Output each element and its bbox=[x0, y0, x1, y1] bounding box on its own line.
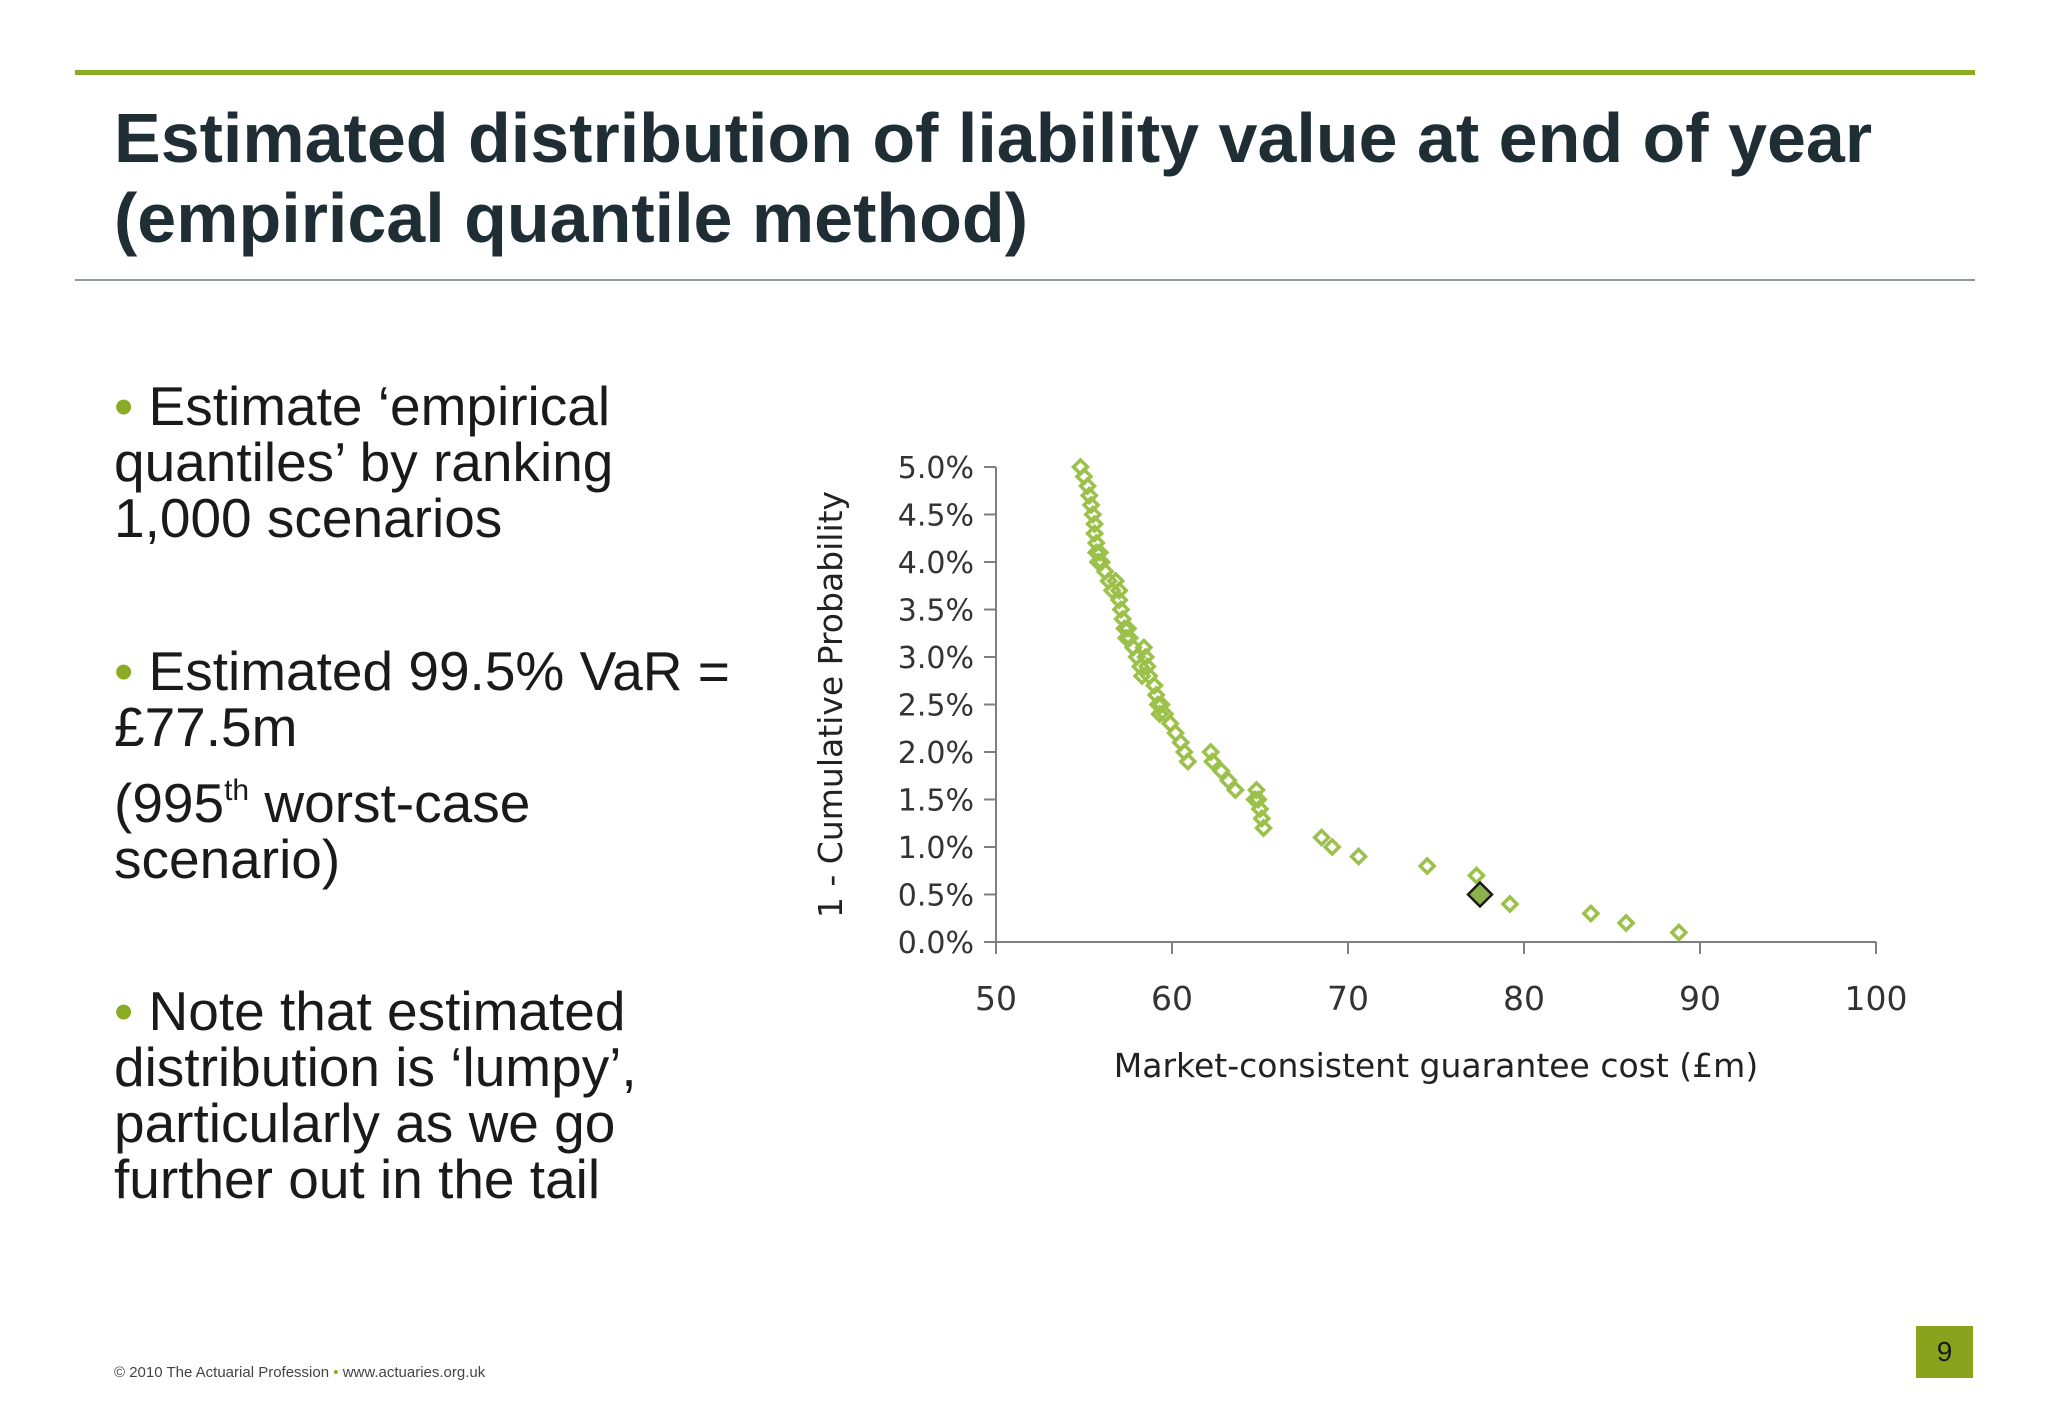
data-point bbox=[1144, 676, 1164, 695]
data-points bbox=[1071, 457, 1689, 942]
data-point bbox=[1669, 923, 1689, 942]
bullet-text: Estimate ‘empirical bbox=[148, 375, 611, 437]
page-number-badge: 9 bbox=[1916, 1326, 1973, 1378]
bullet-text: quantiles’ by ranking bbox=[114, 431, 614, 493]
bullet-text: particularly as we go bbox=[114, 1092, 616, 1154]
note-text: (995 bbox=[114, 772, 225, 834]
slide-title: Estimated distribution of liability valu… bbox=[114, 98, 1994, 258]
x-tick-label: 90 bbox=[1679, 979, 1721, 1018]
data-point bbox=[1254, 818, 1273, 838]
data-point bbox=[1250, 799, 1270, 819]
bullet-text: Estimated 99.5% VaR = bbox=[148, 640, 730, 702]
data-point bbox=[1116, 628, 1136, 648]
y-tick-label: 5.0% bbox=[898, 451, 974, 486]
data-point bbox=[1178, 752, 1198, 771]
data-point bbox=[1134, 638, 1154, 657]
data-point bbox=[1085, 524, 1105, 543]
x-axis-ticks: 50 60 70 80 90 100 bbox=[975, 942, 1908, 1018]
y-tick-label: 1.5% bbox=[898, 784, 974, 819]
data-point bbox=[1090, 543, 1110, 562]
y-axis-label: 1 - Cumulative Probability bbox=[811, 491, 850, 918]
note-text: scenario) bbox=[114, 828, 341, 890]
tail-probability-scatter-chart: 0.0% 0.5% 1.0% 1.5% 2.0% 2.5% 3.0% 3.5% 4.0% 4.5%… bbox=[811, 451, 1908, 1085]
x-tick-label: 60 bbox=[1151, 979, 1193, 1018]
y-tick-label: 4.5% bbox=[898, 499, 974, 534]
y-tick-label: 3.0% bbox=[898, 641, 974, 676]
data-point bbox=[1137, 657, 1157, 676]
y-axis-ticks: 0.0% 0.5% 1.0% 1.5% 2.0% 2.5% 3.0% 3.5% 4.0% 4.5%… bbox=[898, 451, 996, 961]
data-point bbox=[1581, 904, 1601, 923]
x-tick-label: 100 bbox=[1845, 979, 1908, 1018]
var-highlight-point bbox=[1466, 880, 1494, 909]
data-point bbox=[1201, 742, 1221, 762]
x-tick-label: 80 bbox=[1503, 979, 1545, 1018]
data-point bbox=[1136, 647, 1156, 667]
data-point bbox=[1349, 847, 1369, 866]
data-point bbox=[1078, 476, 1097, 496]
footer-separator: • bbox=[333, 1364, 339, 1381]
bullet-text: further out in the tail bbox=[114, 1148, 601, 1210]
bullet-var-estimate: • Estimated 99.5% VaR = £77.5m bbox=[114, 643, 794, 755]
bullet-empirical-quantiles: • Estimate ‘empirical quantiles’ by rank… bbox=[114, 378, 794, 546]
data-point bbox=[1148, 695, 1168, 714]
data-point bbox=[1203, 752, 1222, 771]
data-point bbox=[1312, 828, 1332, 847]
title-top-rule bbox=[75, 70, 1975, 75]
data-point bbox=[1150, 704, 1170, 724]
x-tick-label: 70 bbox=[1327, 979, 1369, 1018]
y-tick-label: 2.5% bbox=[898, 689, 974, 724]
note-superscript: th bbox=[224, 774, 250, 807]
data-point bbox=[1083, 505, 1103, 524]
data-point bbox=[1252, 809, 1272, 828]
title-bottom-rule bbox=[75, 279, 1975, 281]
bullet-dot: • bbox=[114, 640, 134, 702]
data-point bbox=[1247, 780, 1266, 800]
copyright-text: © 2010 The Actuarial Profession bbox=[114, 1364, 330, 1381]
bullet-dot: • bbox=[114, 375, 134, 437]
footer: © 2010 The Actuarial Profession • www.ac… bbox=[114, 1364, 485, 1381]
y-tick-label: 1.0% bbox=[898, 831, 974, 866]
y-tick-label: 0.5% bbox=[898, 879, 974, 914]
data-point bbox=[1088, 552, 1108, 572]
data-point bbox=[1085, 514, 1105, 534]
data-point bbox=[1109, 590, 1129, 610]
x-axis-label: Market-consistent guarantee cost (£m) bbox=[1114, 1046, 1758, 1085]
data-point bbox=[1218, 771, 1238, 790]
data-point bbox=[1109, 581, 1129, 600]
data-point bbox=[1417, 856, 1437, 876]
data-point bbox=[1500, 894, 1520, 914]
y-tick-label: 4.0% bbox=[898, 546, 974, 581]
bullet-text: 1,000 scenarios bbox=[114, 487, 503, 549]
data-point bbox=[1225, 780, 1245, 800]
title-line-1: Estimated distribution of liability valu… bbox=[114, 99, 1873, 177]
data-point bbox=[1079, 486, 1099, 505]
note-text: worst-case bbox=[249, 772, 531, 834]
y-tick-label: 3.5% bbox=[898, 594, 974, 629]
y-tick-label: 0.0% bbox=[898, 926, 974, 961]
y-tick-label: 2.0% bbox=[898, 736, 974, 771]
x-tick-label: 50 bbox=[975, 979, 1017, 1018]
data-point bbox=[1118, 619, 1138, 638]
website-link[interactable]: www.actuaries.org.uk bbox=[342, 1364, 486, 1381]
bullet-text: distribution is ‘lumpy’, bbox=[114, 1036, 637, 1098]
data-point bbox=[1111, 600, 1131, 619]
bullet-dot: • bbox=[114, 980, 134, 1042]
data-point bbox=[1211, 761, 1231, 781]
bullet-text: £77.5m bbox=[114, 696, 298, 758]
var-note: (995th worst-case scenario) bbox=[114, 775, 794, 887]
data-point bbox=[1616, 913, 1636, 933]
data-point bbox=[1081, 495, 1101, 515]
data-point bbox=[1322, 837, 1342, 857]
bullet-text: Note that estimated bbox=[148, 980, 626, 1042]
data-point bbox=[1248, 790, 1268, 809]
title-line-2: (empirical quantile method) bbox=[114, 179, 1028, 257]
data-point bbox=[1467, 866, 1486, 885]
bullet-lumpy-distribution: • Note that estimated distribution is ‘l… bbox=[114, 983, 794, 1207]
